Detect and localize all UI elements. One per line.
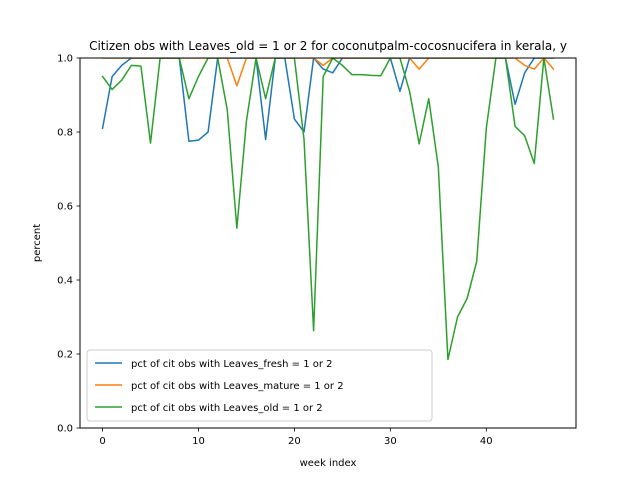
y-tick-label: 0.8 <box>57 128 73 139</box>
x-tick-label: 10 <box>192 436 205 447</box>
plot-frame <box>79 57 577 429</box>
y-tick-label: 0.4 <box>57 276 73 287</box>
x-tick-label: 40 <box>480 436 493 447</box>
series-line-leaves-fresh <box>101 58 555 142</box>
y-tick-label: 0.6 <box>57 202 73 213</box>
legend-entry-leaves-mature: pct of cit obs with Leaves_mature = 1 or… <box>95 381 344 392</box>
x-axis-label: week index <box>300 458 357 469</box>
x-axis: 0 10 20 30 40 <box>99 428 493 447</box>
legend-label-leaves-fresh: pct of cit obs with Leaves_fresh = 1 or … <box>131 359 333 370</box>
series-layer <box>101 58 555 361</box>
legend-entry-leaves-fresh: pct of cit obs with Leaves_fresh = 1 or … <box>95 359 333 370</box>
x-tick-label: 20 <box>288 436 301 447</box>
legend-box <box>86 349 433 422</box>
y-axis: 0.0 0.2 0.4 0.6 0.8 1.0 <box>57 54 80 435</box>
y-tick-label: 0.2 <box>57 350 73 361</box>
y-axis-label: percent <box>32 224 43 262</box>
series-line-leaves-mature <box>101 58 555 87</box>
x-tick-label: 30 <box>384 436 397 447</box>
x-tick-label: 0 <box>99 436 105 447</box>
series-line-leaves-old <box>101 58 555 361</box>
legend-label-leaves-old: pct of cit obs with Leaves_old = 1 or 2 <box>131 403 323 414</box>
y-tick-label: 0.0 <box>57 424 73 435</box>
chart-title: Citizen obs with Leaves_old = 1 or 2 for… <box>89 39 567 53</box>
legend-label-leaves-mature: pct of cit obs with Leaves_mature = 1 or… <box>131 381 344 392</box>
legend-entry-leaves-old: pct of cit obs with Leaves_old = 1 or 2 <box>95 403 323 414</box>
y-tick-label: 1.0 <box>57 54 73 65</box>
legend: pct of cit obs with Leaves_fresh = 1 or … <box>86 349 433 422</box>
